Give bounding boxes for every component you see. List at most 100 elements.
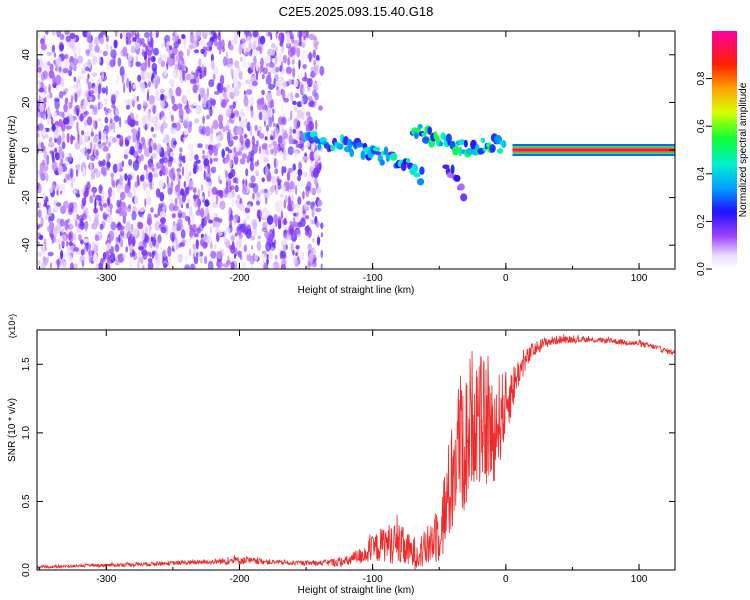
noise-cell — [53, 52, 57, 58]
noise-cell — [153, 96, 159, 101]
noise-cell — [68, 241, 73, 247]
noise-cell — [271, 42, 276, 49]
noise-cell — [205, 143, 209, 150]
noise-cell — [100, 166, 107, 176]
noise-cell — [273, 214, 278, 224]
noise-cell — [213, 212, 219, 217]
noise-cell — [199, 238, 205, 247]
noise-cell — [100, 257, 104, 267]
noise-cell — [101, 31, 108, 36]
noise-cell — [290, 188, 295, 194]
noise-cell — [98, 56, 101, 64]
noise-cell — [268, 252, 273, 260]
noise-cell — [231, 83, 235, 88]
signal-cell — [347, 138, 353, 149]
noise-cell — [138, 156, 142, 164]
snr-line — [37, 334, 675, 570]
noise-cell — [236, 126, 242, 136]
noise-cell — [255, 46, 262, 51]
noise-cell — [60, 250, 64, 260]
noise-cell — [130, 128, 138, 134]
noise-cell — [236, 194, 241, 200]
noise-cell — [128, 119, 136, 128]
noise-cell — [185, 153, 188, 163]
signal-cell — [359, 142, 364, 147]
noise-cell — [313, 150, 320, 161]
noise-cell — [282, 166, 287, 174]
snr-y-label: SNR (10 * v/v) — [7, 398, 18, 462]
noise-cell — [282, 244, 287, 252]
noise-cell — [307, 243, 313, 251]
noise-cell — [243, 90, 246, 95]
snr-series — [37, 334, 675, 570]
noise-cell — [177, 103, 183, 110]
noise-cell — [238, 142, 242, 149]
noise-cell — [204, 126, 211, 137]
noise-cell — [42, 164, 49, 172]
noise-cell — [62, 91, 67, 96]
noise-cell — [74, 233, 77, 242]
noise-cell — [226, 84, 230, 90]
noise-cell — [294, 39, 300, 44]
noise-cell — [275, 89, 282, 97]
noise-cell — [152, 133, 157, 138]
noise-cell — [85, 49, 90, 57]
noise-cell — [136, 103, 142, 111]
noise-cell — [128, 180, 132, 190]
noise-cell — [60, 190, 63, 195]
noise-cell — [179, 60, 182, 66]
colorbar-tick-label: 0.2 — [696, 214, 707, 228]
noise-cell — [64, 31, 70, 36]
noise-cell — [63, 117, 69, 125]
noise-cell — [114, 107, 119, 116]
noise-cell — [174, 197, 178, 206]
noise-cell — [192, 102, 198, 106]
noise-cell — [268, 143, 273, 148]
signal-cell — [463, 139, 468, 148]
noise-cell — [302, 190, 305, 200]
noise-cell — [37, 152, 40, 158]
noise-cell — [48, 187, 54, 194]
noise-cell — [249, 162, 255, 172]
noise-cell — [113, 39, 118, 49]
noise-cell — [164, 150, 168, 160]
noise-cell — [107, 256, 112, 261]
noise-cell — [250, 107, 254, 118]
noise-cell — [143, 71, 148, 79]
noise-cell — [311, 187, 317, 196]
noise-cell — [108, 126, 112, 132]
noise-cell — [226, 122, 230, 127]
noise-cell — [193, 49, 200, 54]
noise-cell — [180, 188, 185, 196]
noise-cell — [309, 216, 312, 225]
noise-cell — [217, 114, 224, 123]
noise-cell — [287, 117, 291, 122]
noise-cell — [300, 217, 306, 227]
noise-cell — [88, 216, 92, 222]
noise-cell — [244, 207, 251, 214]
noise-cell — [109, 118, 113, 124]
noise-cell — [109, 252, 116, 264]
noise-cell — [128, 191, 133, 199]
noise-cell — [184, 255, 188, 263]
noise-cell — [39, 234, 44, 241]
noise-cell — [56, 184, 60, 191]
noise-cell — [124, 173, 128, 181]
noise-cell — [48, 216, 51, 223]
noise-cell — [61, 151, 65, 160]
noise-cell — [39, 200, 42, 210]
noise-cell — [128, 159, 133, 166]
snr-x-axis: -300 -200 -100 0 100 — [39, 330, 648, 585]
noise-cell — [132, 83, 136, 89]
noise-cell — [133, 187, 136, 197]
noise-cell — [257, 130, 260, 137]
noise-cell — [136, 148, 142, 153]
noise-cell — [303, 120, 310, 126]
noise-cell — [155, 239, 159, 250]
noise-cell — [252, 31, 259, 38]
noise-cell — [230, 261, 235, 269]
noise-cell — [229, 91, 235, 100]
noise-cell — [64, 219, 69, 231]
noise-cell — [149, 31, 153, 39]
colorbar-tick-label: 0.6 — [696, 119, 707, 133]
